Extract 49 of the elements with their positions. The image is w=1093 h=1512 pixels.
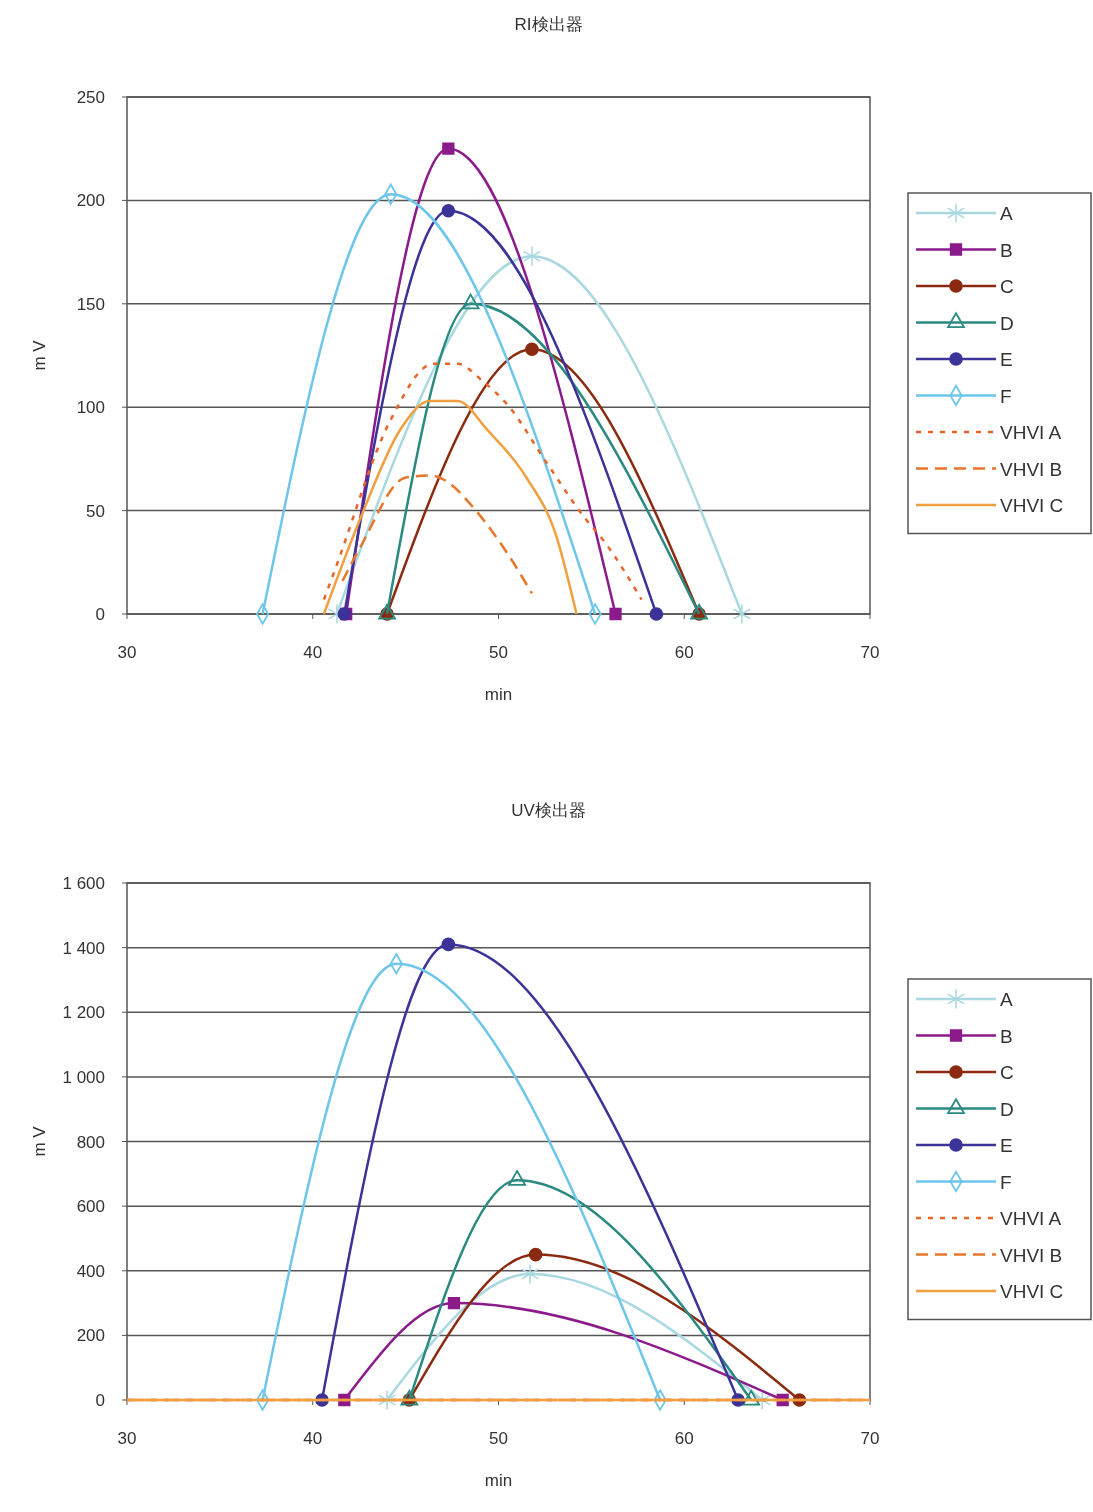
x-tick-label: 40	[303, 1429, 323, 1448]
x-tick-label: 70	[860, 1429, 880, 1448]
y-tick-label: 200	[76, 191, 105, 211]
y-axis-title: m V	[30, 1125, 49, 1157]
x-tick-label: 60	[674, 643, 694, 662]
legend-label: F	[1000, 385, 1012, 407]
legend-label: VHVI C	[1000, 495, 1064, 516]
y-tick-label: 100	[76, 398, 105, 418]
x-tick-label: 70	[860, 643, 880, 662]
legend-label: F	[1000, 1171, 1012, 1193]
y-tick-label: 0	[95, 605, 105, 624]
x-tick-label: 50	[489, 643, 508, 662]
legend-label: A	[1000, 989, 1013, 1010]
legend-label: D	[1000, 1098, 1014, 1120]
legend-label: C	[1000, 1062, 1014, 1083]
legend-label: B	[1000, 1025, 1013, 1047]
y-tick-label: 50	[86, 501, 105, 521]
x-tick-label: 30	[117, 1429, 137, 1448]
chart-title: UV検出器	[511, 801, 586, 820]
legend-label: VHVI B	[1000, 458, 1063, 480]
x-axis-title: min	[484, 685, 513, 704]
chart-title: RI検出器	[514, 15, 583, 34]
x-tick-label: 60	[674, 1429, 694, 1448]
y-tick-label: 800	[76, 1132, 105, 1152]
legend-label: B	[1000, 239, 1013, 261]
legend-label: VHVI C	[1000, 1281, 1064, 1302]
legend-label: VHVI A	[1000, 1208, 1062, 1229]
y-tick-label: 0	[95, 1391, 105, 1410]
y-tick-label: 250	[76, 88, 105, 107]
y-tick-label: 600	[76, 1197, 105, 1217]
legend-label: C	[1000, 276, 1014, 297]
y-tick-label: 1 000	[62, 1067, 105, 1087]
legend-label: E	[1000, 349, 1013, 370]
y-axis-title: m V	[30, 339, 49, 371]
x-tick-label: 50	[489, 1429, 508, 1448]
x-tick-label: 40	[303, 643, 323, 662]
y-tick-label: 200	[76, 1326, 105, 1346]
y-tick-label: 1 600	[62, 874, 105, 893]
y-tick-label: 400	[76, 1261, 105, 1281]
x-axis-title: min	[484, 1471, 513, 1490]
y-tick-label: 1 400	[62, 938, 105, 958]
legend-label: E	[1000, 1135, 1013, 1156]
y-tick-label: 150	[76, 294, 105, 314]
legend-label: VHVI A	[1000, 422, 1062, 443]
legend-label: A	[1000, 203, 1013, 224]
legend-label: D	[1000, 312, 1014, 334]
legend-label: VHVI B	[1000, 1244, 1063, 1266]
y-tick-label: 1 200	[62, 1003, 105, 1023]
x-tick-label: 30	[117, 643, 137, 662]
